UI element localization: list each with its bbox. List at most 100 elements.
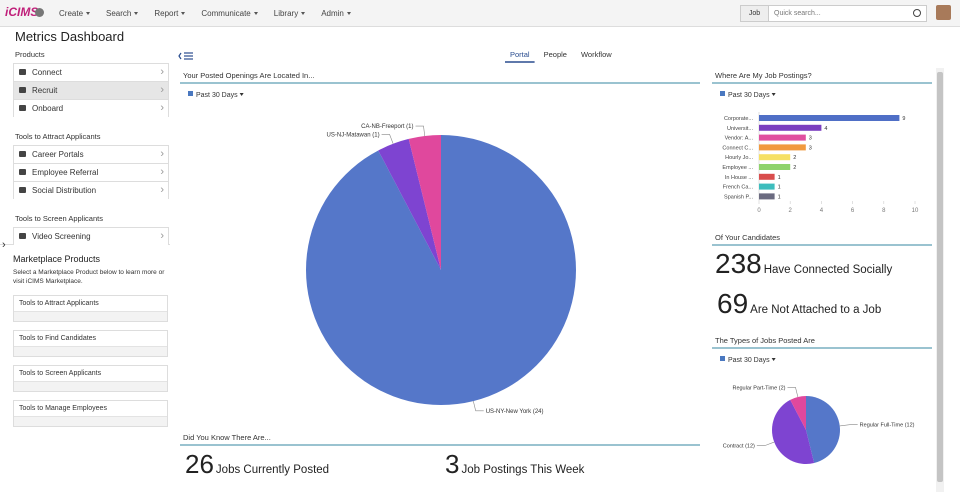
panel-title: Your Posted Openings Are Located In... xyxy=(183,71,314,80)
avatar[interactable] xyxy=(936,5,951,20)
nav-item[interactable]: Career Portals xyxy=(13,145,169,163)
bar xyxy=(759,183,775,190)
stat-label: Jobs Currently Posted xyxy=(216,464,329,476)
stat-label: Have Connected Socially xyxy=(764,264,893,276)
leader-line xyxy=(756,441,775,446)
marketplace-item[interactable]: Tools to Find Candidates xyxy=(13,330,168,357)
slice-value: (12) xyxy=(745,444,755,450)
stat-label: Job Postings This Week xyxy=(461,464,584,476)
expand-bar xyxy=(14,311,167,321)
bar-category: Spanish P... xyxy=(724,194,753,200)
bar xyxy=(759,124,822,131)
bar-category: Universit... xyxy=(727,126,753,132)
marketplace-item-label: Tools to Screen Applicants xyxy=(19,370,102,377)
nav-item[interactable]: Onboard xyxy=(13,99,169,117)
bar-value: 9 xyxy=(902,116,905,122)
slice-value: (24) xyxy=(533,409,544,415)
globe-icon[interactable] xyxy=(35,8,44,17)
pie-slice xyxy=(772,399,815,464)
marketplace-item[interactable]: Tools to Manage Employees xyxy=(13,400,168,427)
tab[interactable]: People xyxy=(544,50,567,59)
search-icon[interactable] xyxy=(913,9,921,17)
top-nav: iCIMS Create Search Report Communicate Libra… xyxy=(0,0,960,27)
nav-item[interactable]: Video Screening xyxy=(13,227,169,245)
bar-category: In House ... xyxy=(725,175,754,181)
stat-number: 69 xyxy=(717,288,748,319)
calendar-icon xyxy=(188,91,193,96)
menu-item[interactable]: Communicate xyxy=(201,9,257,18)
nav-item[interactable]: Social Distribution xyxy=(13,181,169,199)
date-filter[interactable]: Past 30 Days xyxy=(728,357,770,364)
bar xyxy=(759,193,775,200)
x-tick-label: 4 xyxy=(820,208,824,214)
leader-line xyxy=(381,134,394,144)
expand-bar xyxy=(14,381,167,391)
item-icon xyxy=(19,169,26,175)
menu-item[interactable]: Library xyxy=(274,9,305,18)
slice-label: CA-NB-Freeport (1) xyxy=(361,124,413,130)
bar xyxy=(759,164,791,170)
bar xyxy=(759,154,791,161)
item-icon xyxy=(19,233,26,239)
marketplace-item[interactable]: Tools to Screen Applicants xyxy=(13,365,168,392)
section-heading: Tools to Screen Applicants xyxy=(15,214,103,223)
slice-label: US-NJ-Matawan (1) xyxy=(327,132,380,138)
slice-label: Contract (12) xyxy=(723,444,755,450)
stat-label: Are Not Attached to a Job xyxy=(750,304,881,316)
item-label: Career Portals xyxy=(32,150,84,159)
slice-category: US-NJ-Matawan xyxy=(327,132,371,138)
search-scope[interactable]: Job xyxy=(740,5,769,22)
bar-category: Vendor: A... xyxy=(725,136,754,142)
caret xyxy=(771,358,776,361)
slice-label: Regular Full-Time (12) xyxy=(860,423,915,429)
menu-item[interactable]: Create xyxy=(59,9,90,18)
page-title: Metrics Dashboard xyxy=(15,29,125,44)
item-label: Video Screening xyxy=(32,232,91,241)
item-label: Onboard xyxy=(32,104,64,113)
marketplace-item-label: Tools to Manage Employees xyxy=(19,405,107,412)
calendar-icon xyxy=(720,356,725,361)
pie-slice xyxy=(378,138,441,270)
slice-label: Regular Part-Time (2) xyxy=(732,385,785,391)
bar-category: Connect C... xyxy=(722,145,753,151)
marketplace-description: Select a Marketplace Product below to le… xyxy=(13,269,165,285)
bar xyxy=(759,173,775,180)
panel-title: Where Are My Job Postings? xyxy=(715,71,812,80)
panel-title: Did You Know There Are... xyxy=(183,433,271,442)
stat-number: 26 xyxy=(185,449,214,479)
bar-value: 4 xyxy=(824,126,827,132)
menu-item[interactable]: Admin xyxy=(321,9,351,18)
expand-arrow[interactable]: › xyxy=(2,239,6,251)
nav-item[interactable]: Employee Referral xyxy=(13,163,169,181)
marketplace-item-label: Tools to Attract Applicants xyxy=(19,300,99,307)
search-box[interactable]: Quick search... xyxy=(768,5,927,22)
leader-line xyxy=(839,424,858,427)
brand[interactable]: iCIMS xyxy=(5,5,39,19)
x-tick-label: 8 xyxy=(882,208,886,214)
pie-slice xyxy=(790,395,806,430)
search-placeholder: Quick search... xyxy=(774,10,821,17)
tab[interactable]: Workflow xyxy=(581,50,612,59)
tab[interactable]: Portal xyxy=(510,50,530,59)
bar xyxy=(759,134,806,141)
date-filter[interactable]: Past 30 Days xyxy=(196,92,238,99)
x-tick-label: 10 xyxy=(912,208,919,214)
scroll-thumb[interactable] xyxy=(937,72,943,482)
slice-value: (2) xyxy=(779,385,786,391)
x-tick-label: 6 xyxy=(851,208,855,214)
expand-bar xyxy=(14,346,167,356)
nav-item[interactable]: Connect xyxy=(13,63,169,81)
item-label: Connect xyxy=(32,68,62,77)
menu-item[interactable]: Report xyxy=(154,9,185,18)
collapse-icon[interactable] xyxy=(178,52,193,60)
x-tick-label: 2 xyxy=(789,208,793,214)
menu-item[interactable]: Search xyxy=(106,9,138,18)
marketplace-item[interactable]: Tools to Attract Applicants xyxy=(13,295,168,322)
item-icon xyxy=(19,87,26,93)
slice-value: (1) xyxy=(406,124,413,130)
date-filter[interactable]: Past 30 Days xyxy=(728,92,770,99)
nav-item[interactable]: Recruit xyxy=(13,81,169,99)
panel-title: The Types of Jobs Posted Are xyxy=(715,336,815,345)
bar-value: 3 xyxy=(809,136,812,142)
